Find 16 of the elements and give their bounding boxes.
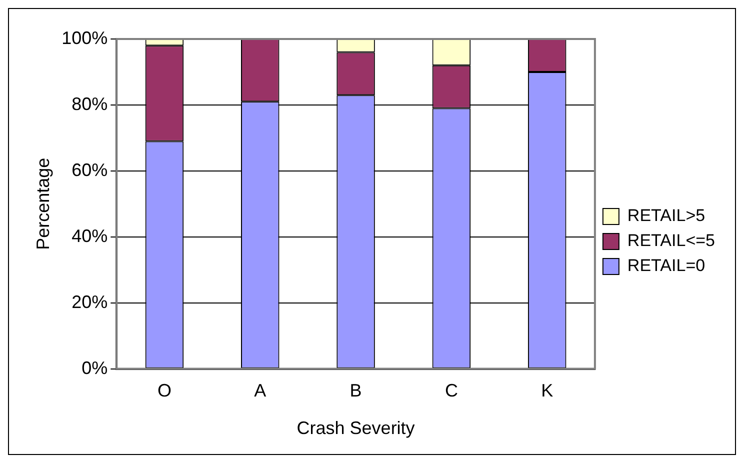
- x-axis-title: Crash Severity: [296, 418, 415, 438]
- y-axis-title: Percentage: [32, 158, 53, 250]
- x-tick-label: O: [157, 380, 172, 401]
- y-tick-label: 20%: [72, 292, 108, 312]
- x-tick-label: A: [254, 380, 266, 401]
- x-tick-label: C: [444, 380, 458, 401]
- y-tick-label: 0%: [82, 358, 108, 378]
- x-tick-label: K: [541, 380, 554, 401]
- y-tick-label: 60%: [72, 160, 108, 180]
- x-tick-label: B: [350, 380, 362, 401]
- legend-label: RETAIL<=5: [627, 231, 716, 250]
- legend-label: RETAIL>5: [627, 206, 706, 226]
- y-tick-label: 80%: [72, 94, 108, 114]
- y-tick-label: 100%: [62, 28, 108, 48]
- legend-label: RETAIL=0: [627, 256, 706, 276]
- y-tick-label: 40%: [72, 226, 108, 246]
